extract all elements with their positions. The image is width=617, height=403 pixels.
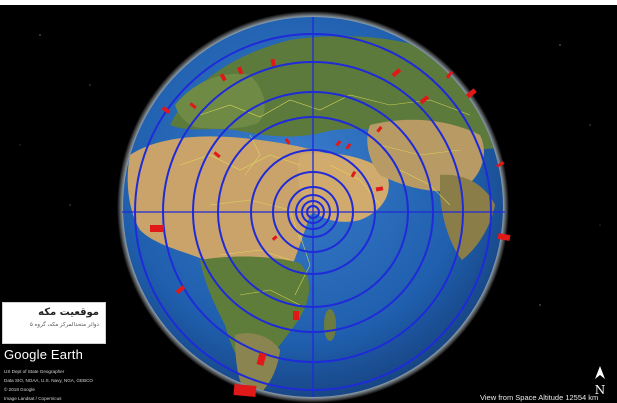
marker [419, 95, 430, 105]
credit-line: Data SIO, NOAA, U.S. Navy, NGA, GEBCO [4, 378, 94, 383]
marker [150, 225, 164, 232]
land-india [440, 174, 495, 260]
marker [161, 106, 171, 114]
marker [376, 126, 383, 133]
marker [375, 186, 384, 192]
land-central-asia [367, 119, 484, 192]
marker [293, 311, 299, 320]
north-arrow-icon [595, 366, 605, 379]
marker [256, 352, 267, 366]
google-earth-logo: Google Earth [4, 347, 84, 362]
marker [284, 137, 291, 145]
land-madagascar [324, 309, 336, 341]
marker [219, 73, 227, 82]
credit-line: Image Landsat / Copernicus [4, 396, 62, 401]
marker [175, 285, 186, 295]
marker [391, 68, 402, 78]
marker [270, 58, 276, 67]
imagery-credits: US Dept of State Geographer Data SIO, NO… [4, 367, 144, 403]
earth-viewport[interactable]: موقعیت مکه دوائر متحدالمرکز مکه، گروه ۵ … [0, 5, 617, 403]
status-bar-text: View from Space Altitude 12554 km [480, 393, 599, 402]
land-south-africa [235, 333, 280, 397]
marker [335, 140, 342, 147]
marker [465, 88, 477, 99]
starfield [19, 34, 601, 306]
marker [189, 102, 197, 110]
credit-line: © 2018 Google [4, 387, 35, 392]
globe-map[interactable] [0, 5, 617, 403]
marker [445, 70, 454, 79]
marker [213, 151, 221, 159]
info-title: موقعیت مکه [38, 307, 99, 318]
marker [233, 384, 257, 397]
marker [271, 235, 278, 241]
compass-letter: N [594, 383, 606, 397]
marker [237, 66, 244, 75]
placemark-info-box[interactable]: موقعیت مکه دوائر متحدالمرکز مکه، گروه ۵ [2, 302, 106, 344]
credit-line: US Dept of State Geographer [4, 369, 65, 374]
marker [496, 161, 505, 168]
marker [350, 170, 357, 178]
concentric-rings [134, 33, 492, 391]
marker [345, 142, 352, 150]
compass[interactable]: N [588, 365, 612, 397]
location-markers [150, 58, 511, 397]
marker [497, 233, 511, 241]
info-subtitle: دوائر متحدالمرکز مکه، گروه ۵ [29, 322, 99, 328]
